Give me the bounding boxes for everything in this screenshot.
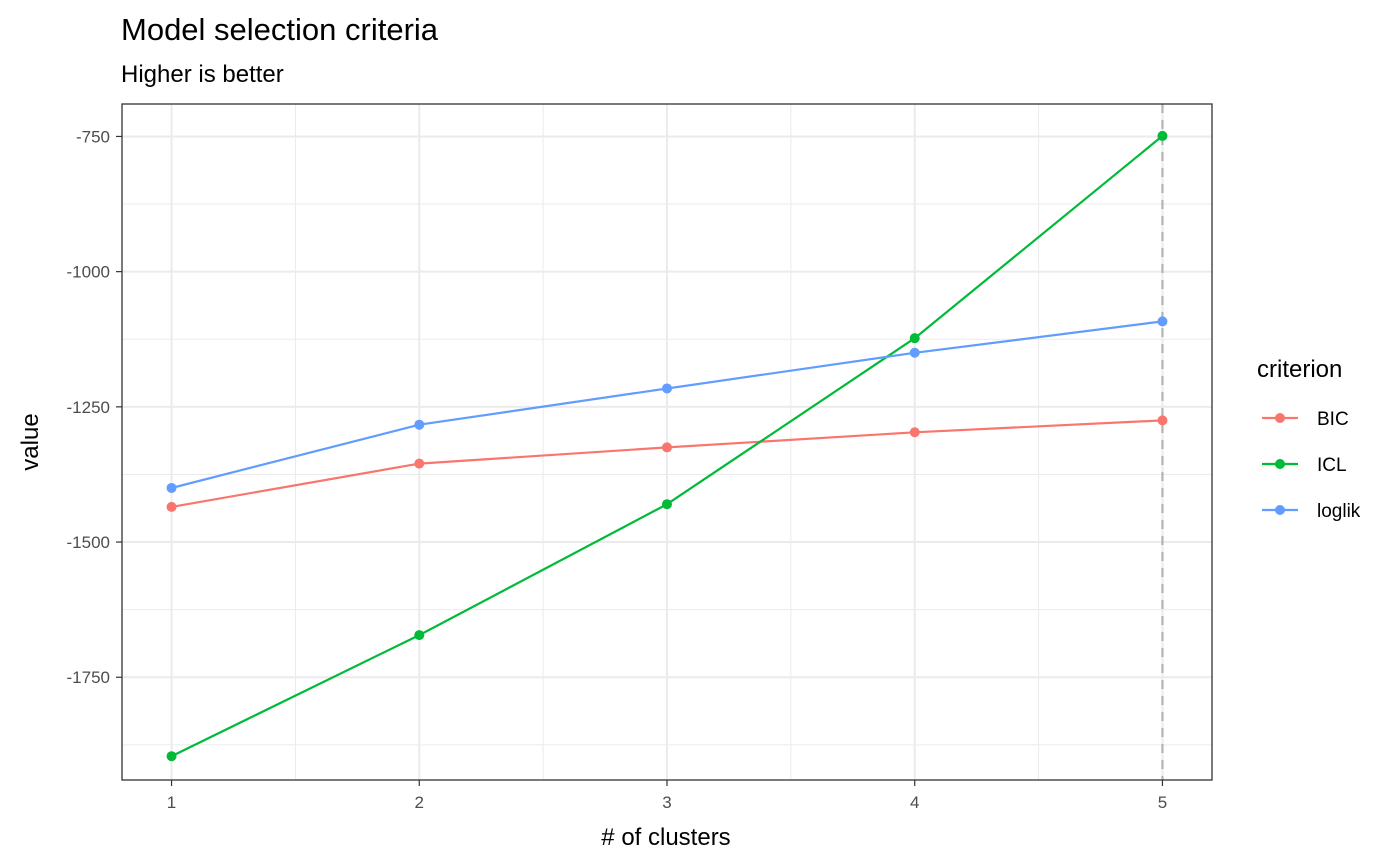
data-point-icl	[1157, 130, 1168, 141]
y-tick-label: -750	[76, 127, 110, 146]
legend-key-point	[1275, 505, 1285, 515]
data-point-bic	[166, 501, 177, 512]
y-tick-label: -1750	[67, 668, 110, 687]
data-point-bic	[414, 458, 425, 469]
y-axis-title: value	[17, 413, 44, 470]
legend-title: criterion	[1257, 356, 1342, 383]
data-point-icl	[166, 751, 177, 762]
x-tick-label: 4	[910, 793, 919, 812]
x-tick-label: 2	[415, 793, 424, 812]
legend-label: BIC	[1317, 409, 1349, 430]
x-axis: 1 2 3 4 5	[167, 780, 1167, 812]
data-point-bic	[1157, 415, 1168, 426]
data-point-loglik	[662, 383, 672, 394]
legend-label: ICL	[1317, 455, 1347, 476]
chart-title: Model selection criteria	[121, 12, 439, 47]
y-axis: -750 -1000 -1250 -1500 -1750	[67, 127, 122, 687]
data-point-loglik	[1157, 316, 1168, 327]
y-tick-label: -1500	[67, 533, 110, 552]
x-tick-label: 1	[167, 793, 176, 812]
data-point-loglik	[909, 347, 920, 358]
data-point-loglik	[166, 482, 177, 493]
data-point-bic	[909, 427, 920, 438]
chart-subtitle: Higher is better	[121, 61, 284, 88]
legend-label: loglik	[1317, 501, 1361, 522]
legend-key-point	[1275, 413, 1285, 423]
legend: BIC ICL loglik	[1262, 409, 1361, 522]
legend-item-icl: ICL	[1262, 455, 1347, 476]
data-point-loglik	[414, 419, 425, 430]
series-points	[166, 130, 1168, 762]
legend-key-point	[1275, 459, 1285, 469]
y-tick-label: -1250	[67, 398, 110, 417]
data-point-icl	[662, 499, 672, 510]
y-tick-label: -1000	[67, 263, 110, 282]
legend-item-bic: BIC	[1262, 409, 1349, 430]
x-tick-label: 3	[662, 793, 671, 812]
data-point-icl	[909, 333, 920, 344]
x-axis-title: # of clusters	[601, 824, 730, 851]
data-point-icl	[414, 630, 425, 641]
legend-item-loglik: loglik	[1262, 501, 1361, 522]
data-point-bic	[662, 442, 672, 453]
x-tick-label: 5	[1158, 793, 1167, 812]
